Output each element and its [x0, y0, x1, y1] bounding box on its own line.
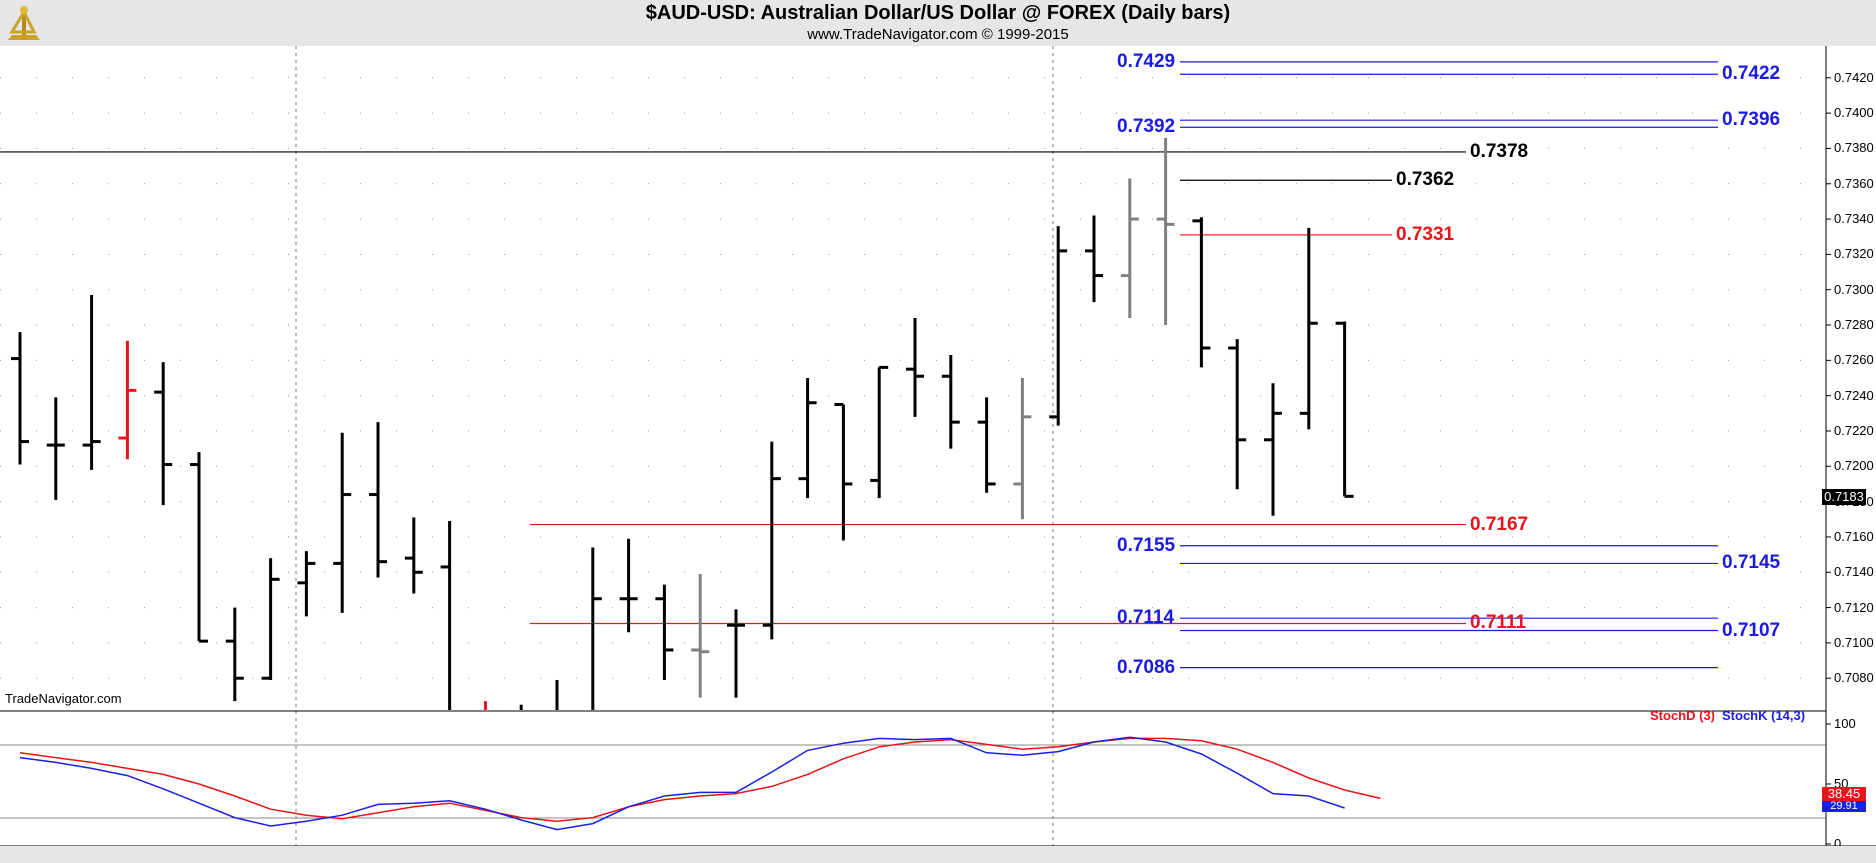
stoch-series-line	[19, 736, 1345, 831]
ohlc-bar	[870, 365, 889, 499]
y-tick-label: 0.7100	[1834, 634, 1874, 650]
y-tick-label: 0.7400	[1834, 105, 1874, 121]
level-label: 0.7114	[1117, 607, 1175, 629]
level-label: 0.7155	[1117, 534, 1176, 556]
x-axis-strip	[0, 846, 1876, 863]
ohlc-bar	[1299, 227, 1318, 430]
level-label: 0.7392	[1117, 116, 1176, 138]
ohlc-bar	[82, 295, 101, 470]
ohlc-bar	[1335, 321, 1354, 498]
y-tick-label: 0.7300	[1834, 281, 1874, 297]
y-tick-label: 0.7140	[1834, 564, 1874, 580]
ohlc-bar	[1192, 217, 1211, 368]
y-tick-label: 0.7200	[1834, 458, 1874, 474]
ohlc-bar	[190, 452, 208, 643]
ohlc-bar	[11, 332, 29, 465]
ohlc-bar	[1228, 339, 1247, 490]
y-tick-label: 0.7320	[1834, 246, 1874, 262]
stoch-series-line	[19, 737, 1381, 822]
level-label: 0.7145	[1722, 552, 1781, 574]
ohlc-bar	[906, 317, 924, 417]
stochastic-panel	[0, 723, 1831, 845]
y-tick-label: 0.7360	[1834, 175, 1874, 191]
y-tick-label: 0.7420	[1834, 69, 1874, 85]
level-label: 0.7422	[1722, 63, 1781, 85]
current-price-badge: 0.7183	[1822, 489, 1866, 505]
ohlc-bar	[1120, 178, 1139, 318]
ohlc-bar	[727, 609, 745, 698]
level-label: 0.7429	[1117, 50, 1176, 72]
level-label: 0.7396	[1722, 109, 1781, 131]
level-lines	[0, 61, 1718, 669]
stoch-k-legend: StochK (14,3)	[1722, 708, 1806, 723]
ohlc-bar	[225, 607, 244, 702]
chart-subtitle: www.TradeNavigator.com © 1999-2015	[807, 26, 1069, 43]
ohlc-bar	[261, 558, 280, 680]
y-tick-label: 0.7340	[1834, 211, 1874, 227]
grid	[0, 46, 1831, 846]
ohlc-bar	[1264, 383, 1282, 516]
ohlc-bar	[762, 441, 781, 640]
ohlc-bar	[691, 574, 710, 698]
level-label: 0.7107	[1722, 619, 1781, 641]
y-tick-label: 0.7080	[1834, 670, 1874, 686]
level-label: 0.7086	[1117, 656, 1176, 678]
ohlc-bar	[333, 432, 352, 613]
y-tick-label: 0.7280	[1834, 317, 1874, 333]
level-label: 0.7331	[1396, 223, 1455, 245]
stoch-d-legend: StochD (3)	[1650, 708, 1715, 723]
ohlc-bar	[118, 340, 137, 460]
ohlc-bar	[440, 521, 452, 710]
level-label: 0.7362	[1396, 169, 1455, 191]
stoch-k-badge: 29.91	[1822, 801, 1866, 812]
ohlc-bars	[11, 137, 1354, 710]
ohlc-bar	[1049, 226, 1068, 426]
ohlc-bar	[404, 517, 423, 594]
chart-title: $AUD-USD: Australian Dollar/US Dollar @ …	[645, 2, 1231, 24]
ohlc-bar	[154, 362, 173, 506]
ohlc-bar	[977, 397, 996, 493]
chart-header: $AUD-USD: Australian Dollar/US Dollar @ …	[0, 0, 1876, 46]
ohlc-bar	[1085, 215, 1103, 303]
ohlc-bar	[798, 378, 817, 499]
y-tick-label: 0.7160	[1834, 528, 1874, 544]
level-label: 0.7111	[1470, 612, 1527, 634]
tradenavigator-logo-icon	[4, 2, 44, 44]
ohlc-bar	[1156, 137, 1175, 326]
ohlc-bar	[591, 547, 602, 710]
ohlc-bar	[834, 402, 853, 541]
stoch-y-label: 100	[1834, 716, 1856, 731]
y-tick-label: 0.7240	[1834, 387, 1874, 403]
ohlc-bar	[655, 584, 674, 680]
level-label: 0.7378	[1470, 140, 1529, 162]
y-tick-label: 0.7380	[1834, 140, 1874, 156]
ohlc-bar	[1013, 378, 1032, 520]
y-tick-label: 0.7260	[1834, 352, 1874, 368]
watermark: TradeNavigator.com	[5, 691, 122, 706]
y-tick-label: 0.7120	[1834, 599, 1874, 615]
stoch-d-badge: 38.45	[1822, 787, 1866, 801]
level-label: 0.7167	[1470, 513, 1529, 535]
y-tick-label: 0.7220	[1834, 422, 1874, 438]
axes	[0, 46, 1876, 847]
ohlc-bar	[369, 422, 387, 578]
stoch-y-label: 0	[1834, 836, 1842, 851]
ohlc-bar	[297, 551, 316, 617]
ohlc-bar	[619, 538, 638, 633]
ohlc-bar	[46, 397, 65, 500]
ohlc-bar	[941, 355, 960, 449]
